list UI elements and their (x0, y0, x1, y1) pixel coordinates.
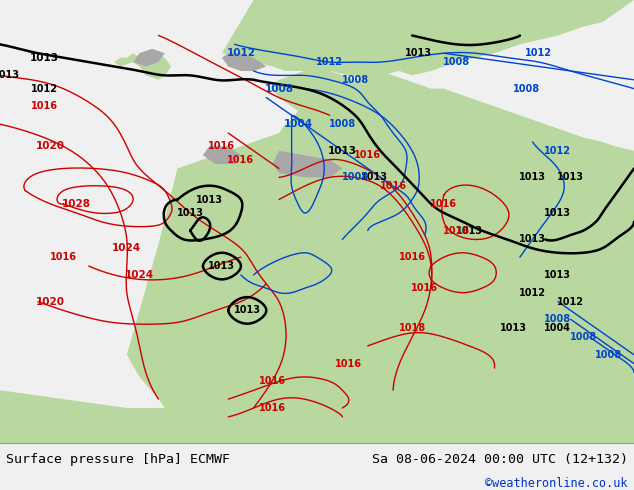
Text: Surface pressure [hPa] ECMWF: Surface pressure [hPa] ECMWF (6, 453, 230, 466)
Text: 1012: 1012 (31, 84, 58, 94)
Text: 1008: 1008 (513, 84, 540, 94)
Text: 1012: 1012 (519, 288, 546, 298)
Text: 1016: 1016 (259, 376, 286, 387)
Text: 1016: 1016 (335, 359, 362, 368)
Text: 1012: 1012 (526, 48, 552, 58)
Text: Sa 08-06-2024 00:00 UTC (12+132): Sa 08-06-2024 00:00 UTC (12+132) (372, 453, 628, 466)
Text: 1016: 1016 (443, 225, 470, 236)
Text: 1016: 1016 (50, 252, 77, 262)
Text: 1013: 1013 (361, 172, 387, 182)
Text: 1012: 1012 (545, 146, 571, 156)
Text: 1016: 1016 (31, 101, 58, 111)
Text: 1008: 1008 (570, 332, 597, 342)
Text: 1013: 1013 (234, 305, 261, 316)
Text: 1024: 1024 (112, 244, 141, 253)
Polygon shape (273, 151, 342, 177)
Text: 1018: 1018 (399, 323, 425, 333)
Polygon shape (222, 53, 266, 71)
Text: 1004: 1004 (283, 119, 313, 129)
Text: 1004: 1004 (545, 323, 571, 333)
Text: 1008: 1008 (443, 57, 470, 67)
Text: 1013: 1013 (545, 208, 571, 218)
Polygon shape (0, 390, 634, 443)
Polygon shape (165, 169, 222, 275)
Text: 1020: 1020 (36, 296, 65, 307)
Text: 1008: 1008 (342, 172, 368, 182)
Text: 1013: 1013 (456, 225, 482, 236)
Text: 1008: 1008 (329, 119, 356, 129)
Text: 1013: 1013 (196, 195, 223, 204)
Text: 1008: 1008 (342, 75, 368, 85)
Text: 1016: 1016 (209, 141, 235, 151)
Polygon shape (495, 244, 634, 319)
Text: 1008: 1008 (595, 350, 622, 360)
Polygon shape (127, 67, 634, 443)
Text: 1012: 1012 (316, 57, 343, 67)
Text: 1013: 1013 (328, 146, 357, 156)
Text: 1008: 1008 (545, 314, 571, 324)
Text: 1020: 1020 (36, 141, 65, 151)
Text: 1013: 1013 (0, 71, 20, 80)
Text: ©weatheronline.co.uk: ©weatheronline.co.uk (485, 476, 628, 490)
Text: 1016: 1016 (380, 181, 406, 191)
Text: 1013: 1013 (519, 234, 546, 245)
Polygon shape (203, 147, 241, 164)
Polygon shape (222, 0, 634, 80)
Text: 1028: 1028 (61, 199, 91, 209)
Text: 1013: 1013 (30, 52, 59, 63)
Polygon shape (133, 49, 165, 67)
Text: 1016: 1016 (354, 150, 381, 160)
Text: 1013: 1013 (405, 48, 432, 58)
Text: 1013: 1013 (545, 270, 571, 280)
Text: 1013: 1013 (519, 172, 546, 182)
Text: 1016: 1016 (399, 252, 425, 262)
Text: 1016: 1016 (411, 283, 438, 293)
Text: 1016: 1016 (430, 199, 457, 209)
Polygon shape (273, 177, 311, 319)
Text: 1013: 1013 (209, 261, 235, 271)
Text: 1024: 1024 (125, 270, 154, 280)
Text: 1016: 1016 (259, 403, 286, 413)
Polygon shape (336, 199, 418, 301)
Text: 1013: 1013 (557, 172, 584, 182)
Polygon shape (114, 53, 139, 67)
Text: 1013: 1013 (177, 208, 204, 218)
Polygon shape (133, 53, 171, 80)
Text: 1016: 1016 (228, 155, 254, 165)
Text: 1013: 1013 (500, 323, 527, 333)
Text: 1008: 1008 (264, 84, 294, 94)
Text: 1012: 1012 (557, 296, 584, 307)
Text: 1012: 1012 (226, 48, 256, 58)
